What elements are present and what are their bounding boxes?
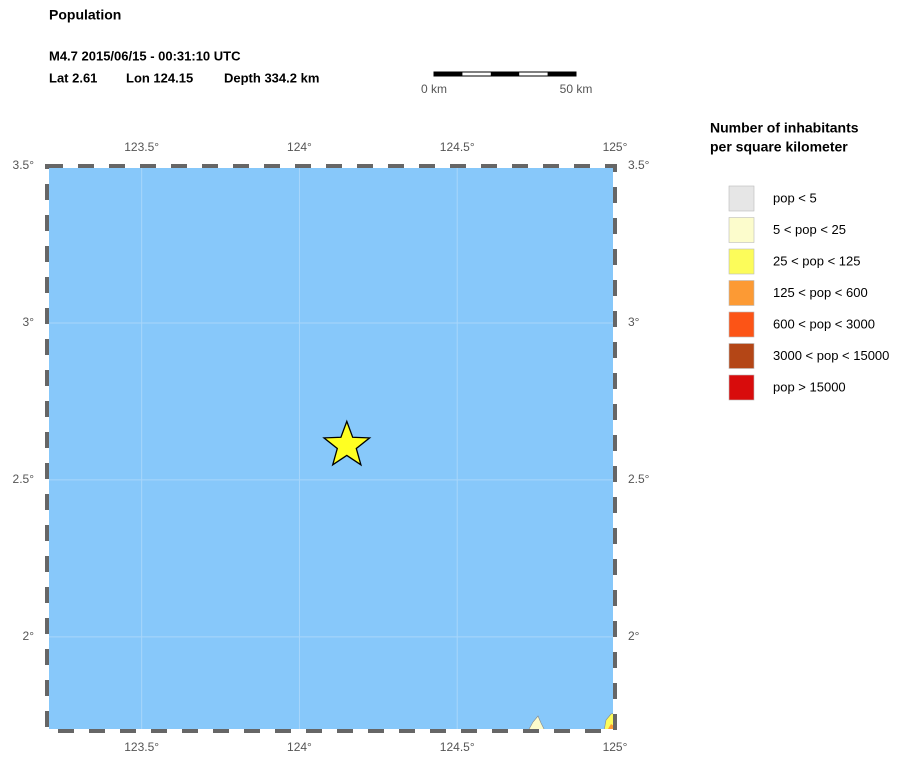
legend-swatch bbox=[728, 280, 755, 306]
event-info: M4.7 2015/06/15 - 00:31:10 UTC bbox=[49, 48, 241, 63]
lat-tick-label: 2° bbox=[23, 629, 35, 643]
title: Population bbox=[49, 7, 121, 23]
lon-tick-label: 124° bbox=[287, 740, 312, 754]
lat-tick-label: 3° bbox=[628, 315, 640, 329]
epicenter bbox=[322, 419, 372, 467]
lat-tick-label: 3.5° bbox=[628, 158, 650, 172]
lat-tick-label: 2.5° bbox=[628, 472, 650, 486]
scale-label: 0 km bbox=[421, 82, 447, 96]
frame-dashes bbox=[45, 164, 617, 733]
legend-label: pop < 5 bbox=[773, 190, 817, 205]
legend-swatch bbox=[728, 185, 755, 212]
depth: Depth 334.2 km bbox=[224, 70, 319, 85]
legend-title: Number of inhabitants bbox=[710, 120, 859, 136]
lon-tick-label: 124.5° bbox=[440, 740, 475, 754]
legend-label: 5 < pop < 25 bbox=[773, 222, 846, 237]
legend-swatch bbox=[728, 248, 755, 275]
legend-swatch bbox=[728, 343, 755, 369]
ocean bbox=[47, 166, 615, 731]
legend-label: 25 < pop < 125 bbox=[773, 253, 860, 268]
lat-tick-label: 2.5° bbox=[13, 472, 35, 486]
legend-swatch bbox=[728, 217, 755, 243]
lon-tick-label: 125° bbox=[603, 140, 628, 154]
legend-swatch bbox=[728, 311, 755, 338]
legend-title: per square kilometer bbox=[710, 139, 848, 155]
lon-tick-label: 124.5° bbox=[440, 140, 475, 154]
latitude: Lat 2.61 bbox=[49, 70, 97, 85]
legend-label: pop > 15000 bbox=[773, 379, 846, 394]
lon-tick-label: 125° bbox=[603, 740, 628, 754]
legend-label: 3000 < pop < 15000 bbox=[773, 348, 889, 363]
lon-tick-label: 123.5° bbox=[124, 140, 159, 154]
lat-tick-label: 2° bbox=[628, 629, 640, 643]
legend-label: 125 < pop < 600 bbox=[773, 285, 868, 300]
legend-label: 600 < pop < 3000 bbox=[773, 316, 875, 331]
scale-bar bbox=[433, 71, 577, 77]
lat-tick-label: 3° bbox=[23, 315, 35, 329]
longitude: Lon 124.15 bbox=[126, 70, 193, 85]
legend-swatch bbox=[728, 374, 755, 401]
lon-tick-label: 123.5° bbox=[124, 740, 159, 754]
scale-label: 50 km bbox=[560, 82, 593, 96]
lat-tick-label: 3.5° bbox=[13, 158, 35, 172]
lon-tick-label: 124° bbox=[287, 140, 312, 154]
